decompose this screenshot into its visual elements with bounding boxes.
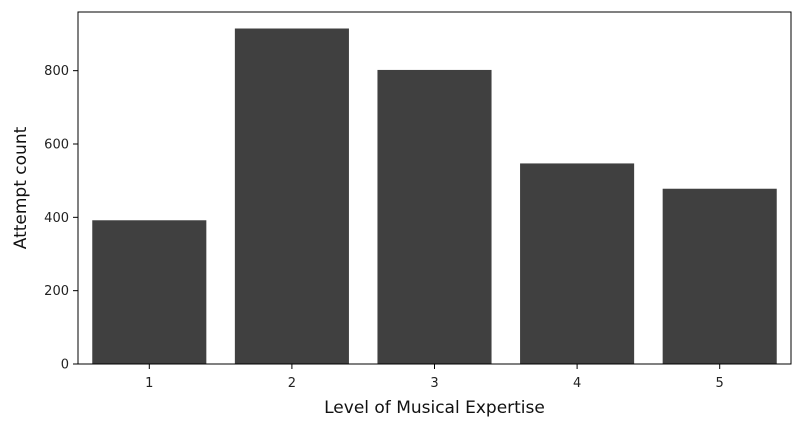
x-axis-label: Level of Musical Expertise [324,398,545,418]
y-tick-label: 400 [44,211,69,226]
y-tick-label: 600 [44,138,69,153]
x-tick-label: 3 [430,376,438,391]
y-tick-label: 0 [61,358,69,373]
bar-2 [234,28,349,364]
bar-4 [520,163,635,364]
bar-3 [377,69,492,364]
x-axis-ticks: 1 2 3 4 5 [145,364,724,391]
bar-1 [92,220,207,364]
x-tick-label: 5 [716,376,724,391]
y-axis-label: Attempt count [11,126,31,249]
bars-group [92,28,777,364]
x-tick-label: 2 [288,376,296,391]
x-tick-label: 4 [573,376,581,391]
bar-5 [662,188,777,364]
x-tick-label: 1 [145,376,153,391]
y-axis-ticks: 0 200 400 600 800 [44,64,78,373]
y-tick-label: 800 [44,64,69,79]
y-tick-label: 200 [44,284,69,299]
